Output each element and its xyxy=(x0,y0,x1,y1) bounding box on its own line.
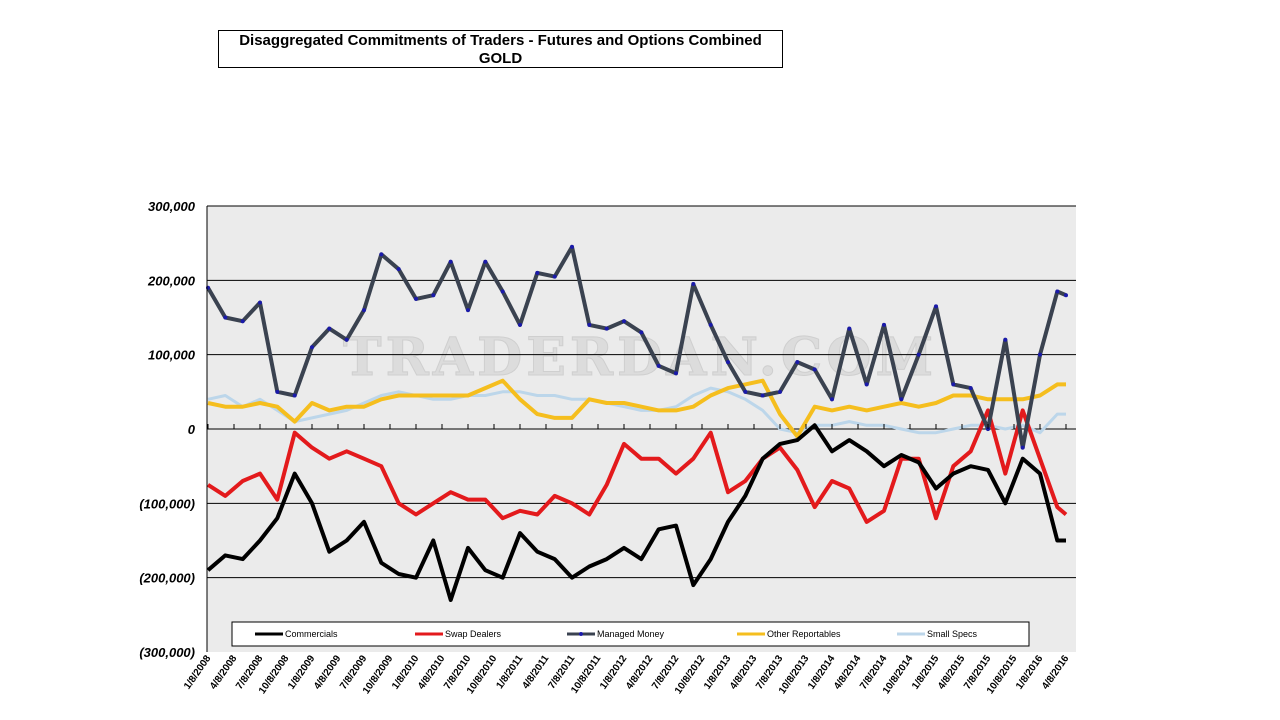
legend-label: Other Reportables xyxy=(767,629,841,639)
legend-label: Managed Money xyxy=(597,629,665,639)
data-point xyxy=(310,345,314,350)
data-point xyxy=(778,389,782,394)
watermark-logo: TRADERDAN.COM xyxy=(343,327,937,388)
data-point xyxy=(379,252,384,257)
chart-title-box: Disaggregated Commitments of Traders - F… xyxy=(218,30,783,68)
data-point xyxy=(604,326,609,331)
data-point xyxy=(1003,337,1008,342)
data-point xyxy=(726,360,730,365)
data-point xyxy=(622,319,626,324)
y-tick-label: 100,000 xyxy=(148,348,196,363)
data-point xyxy=(518,322,522,327)
data-point xyxy=(327,326,332,331)
data-point xyxy=(483,259,488,264)
data-point xyxy=(812,367,817,372)
data-point xyxy=(570,244,574,249)
series-commercials xyxy=(206,423,1066,602)
data-point xyxy=(448,259,453,264)
data-point xyxy=(258,300,262,305)
legend-label: Swap Dealers xyxy=(445,629,502,639)
x-tick-label: 4/8/2016 xyxy=(1040,653,1072,692)
data-point xyxy=(916,352,921,357)
data-point xyxy=(656,363,661,368)
series-swap-dealers xyxy=(206,408,1068,524)
data-point xyxy=(1020,445,1025,450)
data-point xyxy=(934,304,938,309)
data-point xyxy=(535,270,540,275)
y-tick-label: (200,000) xyxy=(139,571,195,586)
series-managed-money xyxy=(206,244,1068,450)
data-point xyxy=(968,386,973,391)
y-tick-label: 300,000 xyxy=(148,199,196,214)
legend-item: Swap Dealers xyxy=(415,629,502,639)
y-tick-label: (100,000) xyxy=(139,496,195,511)
data-point xyxy=(951,382,956,387)
data-point xyxy=(396,267,401,272)
data-point xyxy=(552,274,557,279)
data-point xyxy=(414,296,418,301)
data-point xyxy=(223,315,228,320)
data-point xyxy=(1055,289,1060,294)
data-point xyxy=(639,330,644,335)
legend-box xyxy=(231,621,1030,647)
data-point xyxy=(1038,352,1042,357)
series-other-reportables xyxy=(207,378,1066,439)
chart-subtitle: GOLD xyxy=(478,50,523,67)
y-tick-label: 0 xyxy=(188,422,196,437)
legend-item: Other Reportables xyxy=(737,629,841,639)
data-point xyxy=(708,322,713,327)
data-point xyxy=(1064,293,1068,298)
data-point xyxy=(760,393,765,398)
legend-item: Commercials xyxy=(255,629,338,639)
data-point xyxy=(674,371,678,376)
data-point xyxy=(466,308,470,313)
legend-label: Commercials xyxy=(285,629,338,639)
data-point xyxy=(275,389,280,394)
data-point xyxy=(691,282,696,287)
legend-label: Small Specs xyxy=(927,629,978,639)
data-point xyxy=(240,319,245,324)
legend-item: Small Specs xyxy=(897,629,978,639)
chart-title: Disaggregated Commitments of Traders - F… xyxy=(239,32,762,49)
series-line xyxy=(206,408,1068,524)
legend-item: Managed Money xyxy=(567,629,665,639)
data-point xyxy=(795,360,800,365)
data-point xyxy=(830,397,834,402)
legend-marker xyxy=(579,632,583,636)
y-tick-label: (300,000) xyxy=(139,645,195,660)
series-line xyxy=(206,423,1066,602)
data-point xyxy=(344,337,349,342)
data-point xyxy=(847,326,852,331)
data-point xyxy=(743,389,748,394)
data-point xyxy=(362,308,366,313)
data-point xyxy=(882,322,886,327)
data-point xyxy=(500,289,505,294)
data-point xyxy=(587,322,592,327)
data-point xyxy=(292,393,297,398)
y-tick-label: 200,000 xyxy=(147,273,196,288)
data-point xyxy=(431,293,436,298)
data-point xyxy=(899,397,904,402)
series-line xyxy=(207,378,1066,439)
data-point xyxy=(864,382,869,387)
